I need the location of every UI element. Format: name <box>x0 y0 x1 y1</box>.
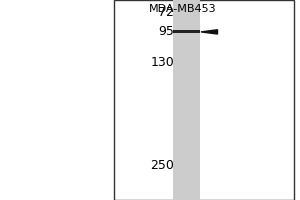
Text: 250: 250 <box>150 159 174 172</box>
Bar <box>172 0 200 200</box>
Text: MDA-MB453: MDA-MB453 <box>149 4 217 14</box>
Bar <box>172 30 200 33</box>
FancyBboxPatch shape <box>114 0 294 200</box>
Text: 130: 130 <box>150 56 174 69</box>
Text: 95: 95 <box>158 25 174 38</box>
Text: 72: 72 <box>158 6 174 19</box>
Polygon shape <box>201 30 217 34</box>
